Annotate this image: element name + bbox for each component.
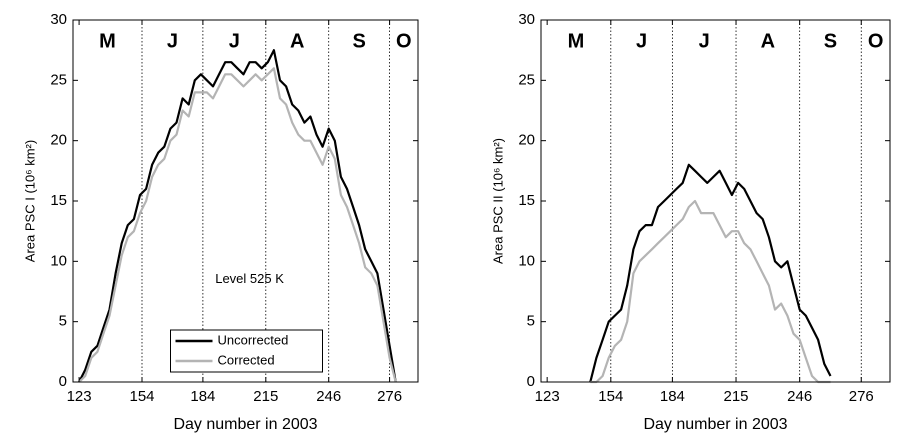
legend-label: Corrected	[218, 352, 275, 367]
plot-frame	[540, 19, 891, 383]
y-tick-label: 15	[518, 192, 535, 209]
month-label: O	[868, 30, 884, 52]
x-tick-label: 276	[849, 388, 874, 405]
month-label: M	[568, 30, 585, 52]
y-axis-title: Area PSC II (10⁶ km²)	[490, 138, 505, 264]
plot-frame	[72, 19, 419, 383]
y-tick-label: 0	[59, 373, 67, 390]
data-line	[589, 163, 832, 383]
x-tick-label: 123	[535, 388, 560, 405]
x-tick-label: 154	[129, 388, 154, 405]
x-tick-label: 123	[67, 388, 92, 405]
x-tick-label: 154	[598, 388, 623, 405]
y-tick-label: 15	[50, 192, 67, 209]
y-tick-label: 30	[50, 11, 67, 28]
x-tick-label: 276	[377, 388, 402, 405]
y-tick-label: 20	[50, 132, 67, 149]
y-tick-label: 30	[518, 11, 535, 28]
annotation: Level 525 K	[215, 271, 284, 286]
y-tick-label: 5	[59, 313, 67, 330]
legend-box	[170, 329, 323, 373]
x-tick-label: 184	[660, 388, 685, 405]
month-label: A	[290, 30, 304, 52]
month-label: J	[636, 30, 647, 52]
data-line	[78, 49, 397, 383]
x-tick-label: 246	[787, 388, 812, 405]
month-label: S	[824, 30, 837, 52]
y-tick-label: 5	[527, 313, 535, 330]
month-label: O	[396, 30, 412, 52]
x-axis-title: Day number in 2003	[173, 416, 317, 433]
x-tick-label: 246	[316, 388, 341, 405]
month-label: J	[167, 30, 178, 52]
x-tick-label: 215	[724, 388, 749, 405]
x-tick-label: 215	[253, 388, 278, 405]
month-label: A	[761, 30, 775, 52]
month-label: J	[699, 30, 710, 52]
y-axis-title: Area PSC I (10⁶ km²)	[22, 140, 37, 262]
x-axis-title: Day number in 2003	[643, 416, 787, 433]
y-tick-label: 10	[50, 252, 67, 269]
panel: M J J A S O 123 154 184 215 246 276 0 5 10 15 20 25 30 Day …	[490, 11, 891, 433]
month-label: J	[229, 30, 240, 52]
y-tick-label: 20	[518, 132, 535, 149]
x-tick-label: 184	[190, 388, 215, 405]
data-line	[78, 67, 397, 383]
y-tick-label: 10	[518, 252, 535, 269]
data-line	[590, 199, 831, 384]
y-tick-label: 25	[518, 71, 535, 88]
y-tick-label: 25	[50, 71, 67, 88]
y-tick-label: 0	[527, 373, 535, 390]
month-label: S	[352, 30, 365, 52]
legend-label: Uncorrected	[218, 332, 289, 347]
month-label: M	[99, 30, 116, 52]
panel: M J J A S O 123 154 184 215 246 276 0 5 10 15 20 25 30 Day …	[22, 11, 419, 433]
